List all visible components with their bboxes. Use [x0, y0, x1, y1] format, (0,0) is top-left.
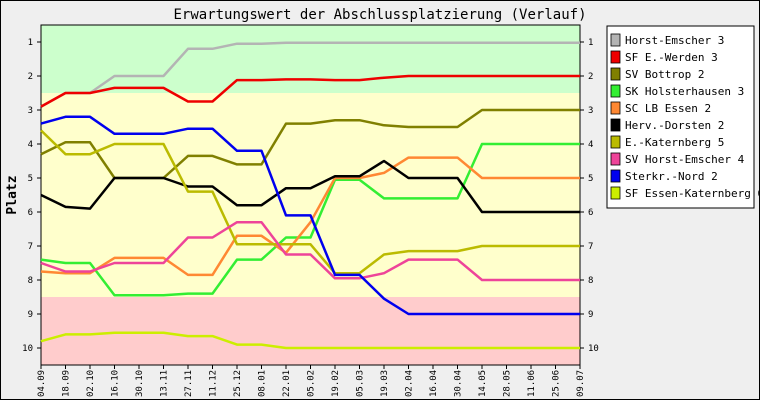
x-tick-label: 14.05 [478, 370, 488, 397]
x-tick-label: 28.05 [503, 370, 513, 397]
y-tick-label-right: 8 [588, 276, 593, 286]
y-tick-label-left: 8 [28, 276, 33, 286]
legend-entry: SC LB Essen 2 [625, 102, 711, 115]
series-line-6 [40, 159, 580, 214]
x-tick-label: 05.02 [307, 370, 317, 397]
y-tick-label-left: 3 [28, 106, 33, 116]
y-tick-label-right: 2 [588, 72, 593, 82]
y-tick-label-left: 7 [28, 242, 33, 252]
legend-swatch [610, 169, 621, 183]
y-tick-label-right: 1 [588, 38, 593, 48]
x-tick-label: 04.09 [37, 370, 47, 397]
legend-entry: Herv.-Dorsten 2 [625, 119, 724, 132]
legend-entry: SV Bottrop 2 [625, 68, 704, 81]
x-axis: 04.09 18.09 02.10 16.10 30.10 13.11 27.11 11.12… [37, 365, 586, 397]
x-tick-label: 25.12 [233, 370, 243, 397]
legend-swatch [610, 33, 621, 47]
legend-swatch [610, 50, 621, 64]
x-tick-label: 16.10 [111, 370, 121, 397]
x-tick-label: 22.01 [282, 370, 292, 397]
series-line-1 [40, 41, 580, 108]
y-tick-label-left: 6 [28, 208, 33, 218]
x-tick-label: 11.06 [527, 370, 537, 397]
y-tick-label-left: 5 [28, 174, 33, 184]
x-tick-label: 27.11 [184, 370, 194, 397]
legend-entry: SV Horst-Emscher 4 [625, 153, 745, 166]
x-tick-label: 30.04 [454, 370, 464, 397]
x-tick-label: 05.03 [356, 370, 366, 397]
x-tick-label: 13.11 [160, 370, 170, 397]
legend-entry: SK Holsterhausen 3 [625, 85, 744, 98]
series-lines [40, 41, 580, 350]
y-tick-label-right: 3 [588, 106, 593, 116]
zone-band-1 [41, 25, 580, 93]
series-line-10 [40, 331, 580, 350]
y-tick-label-left: 1 [28, 38, 33, 48]
series-line-8 [40, 220, 580, 282]
series-line-4 [40, 142, 580, 297]
y-tick-label-left: 10 [22, 344, 33, 354]
legend-entry: Sterkr.-Nord 2 [625, 170, 718, 183]
x-tick-label: 19.03 [380, 370, 390, 397]
y-axis-label: Platz [5, 175, 20, 214]
x-tick-label: 09.07 [576, 370, 586, 397]
y-tick-label-right: 9 [588, 310, 593, 320]
legend-swatch [610, 67, 621, 81]
series-line-5 [40, 156, 580, 277]
x-tick-label: 19.02 [331, 370, 341, 397]
legend-swatch [610, 186, 621, 200]
legend-entry: SF E.-Werden 3 [625, 51, 718, 64]
x-tick-label: 16.04 [429, 370, 439, 397]
x-tick-label: 08.01 [258, 370, 268, 397]
legend-entry: SF Essen-Katernberg 6 [625, 187, 760, 200]
y-tick-label-right: 10 [588, 344, 599, 354]
chart-title: Erwartungswert der Abschlussplatzierung … [173, 7, 586, 23]
legend-swatch [610, 84, 621, 98]
x-tick-label: 30.10 [135, 370, 145, 397]
y-tick-label-left: 4 [28, 140, 33, 150]
y-tick-label-right: 6 [588, 208, 593, 218]
zone-bands [41, 25, 580, 365]
x-tick-label: 02.04 [405, 370, 415, 397]
legend-swatch [610, 101, 621, 115]
y-axis-left: 1 2 3 4 5 6 7 8 9 10 [22, 38, 41, 354]
x-tick-label: 18.09 [62, 370, 72, 397]
legend-swatch [610, 152, 621, 166]
y-tick-label-right: 7 [588, 242, 593, 252]
y-tick-label-left: 9 [28, 310, 33, 320]
y-tick-label-right: 5 [588, 174, 593, 184]
legend-swatch [610, 118, 621, 132]
y-tick-label-right: 4 [588, 140, 593, 150]
legend: Horst-Emscher 3 SF E.-Werden 3 SV Bottrop … [606, 25, 760, 209]
y-axis-right: 1 2 3 4 5 6 7 8 9 10 [580, 38, 599, 354]
legend-entry: Horst-Emscher 3 [625, 34, 724, 47]
series-line-7 [40, 129, 580, 275]
series-line-2 [40, 74, 580, 108]
legend-swatch [610, 135, 621, 149]
y-tick-label-left: 2 [28, 72, 33, 82]
legend-entry: E.-Katernberg 5 [625, 136, 724, 149]
x-tick-label: 11.12 [209, 370, 219, 397]
x-tick-label: 25.06 [552, 370, 562, 397]
legend-box [606, 25, 755, 209]
zone-band-3 [41, 297, 580, 365]
x-tick-label: 02.10 [86, 370, 96, 397]
series-line-9 [40, 115, 580, 316]
